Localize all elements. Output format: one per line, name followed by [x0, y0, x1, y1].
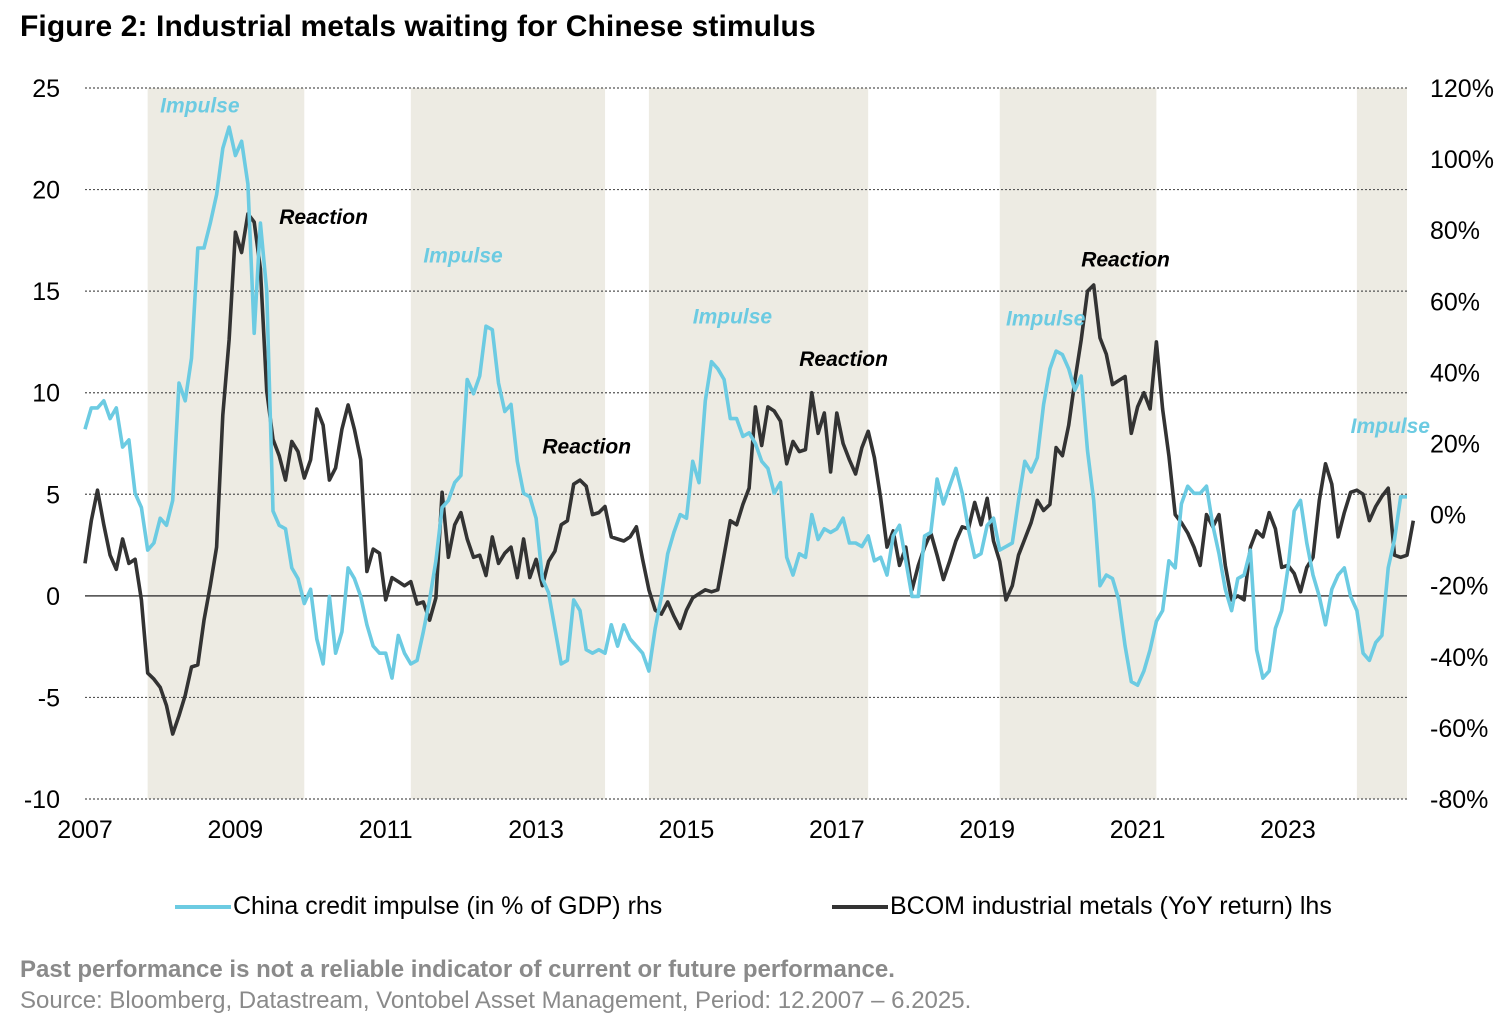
right-tick-label: 80% — [1430, 217, 1480, 245]
x-tick-label: 2017 — [809, 816, 865, 844]
left-tick-label: 15 — [32, 278, 60, 306]
x-axis-ticks: 2007 2009 2011 2013 2015 2017 2019 2021 2023 — [57, 816, 1316, 844]
shaded-period — [999, 88, 1157, 799]
impulse-annotation: Impulse — [423, 245, 503, 268]
bcom-line — [83, 212, 1416, 736]
legend-swatch-bcom — [832, 904, 888, 909]
left-tick-label: -10 — [24, 786, 60, 814]
x-tick-label: 2015 — [659, 816, 715, 844]
right-tick-label: -80% — [1430, 786, 1488, 814]
left-axis-ticks: 25 20 15 10 5 0 -5 -10 — [24, 75, 60, 814]
x-tick-label: 2011 — [359, 816, 413, 844]
x-tick-label: 2023 — [1260, 816, 1316, 844]
reaction-annotation: Reaction — [1081, 249, 1170, 272]
impulse-annotation: Impulse — [160, 94, 240, 117]
series-lines — [83, 125, 1416, 736]
disclaimer: Past performance is not a reliable indic… — [20, 956, 895, 983]
left-tick-label: 5 — [46, 481, 60, 509]
x-tick-label: 2009 — [208, 816, 264, 844]
x-tick-label: 2021 — [1110, 816, 1166, 844]
impulse-annotation: Impulse — [693, 306, 773, 329]
left-tick-label: -5 — [38, 684, 60, 712]
reaction-annotation: Reaction — [542, 436, 631, 459]
legend-item-bcom: BCOM industrial metals (YoY return) lhs — [832, 892, 1332, 921]
right-tick-label: -60% — [1430, 715, 1488, 743]
shaded-period — [410, 88, 606, 799]
legend-swatch-credit-impulse — [175, 904, 231, 909]
right-tick-label: 100% — [1430, 146, 1494, 174]
left-tick-label: 10 — [32, 380, 60, 408]
figure-title: Figure 2: Industrial metals waiting for … — [20, 10, 816, 43]
left-tick-label: 20 — [32, 177, 60, 205]
right-tick-label: -20% — [1430, 573, 1488, 601]
right-tick-label: 120% — [1430, 75, 1494, 103]
legend-item-credit-impulse: China credit impulse (in % of GDP) rhs — [175, 892, 662, 921]
annotations: Impulse Reaction Impulse Reaction Impulse Rea… — [160, 94, 1430, 458]
left-tick-label: 0 — [46, 583, 60, 611]
x-tick-label: 2013 — [508, 816, 564, 844]
shaded-period — [147, 88, 305, 799]
right-tick-label: -40% — [1430, 644, 1488, 672]
legend-label: China credit impulse (in % of GDP) rhs — [233, 892, 663, 920]
left-tick-label: 25 — [32, 75, 60, 103]
right-tick-label: 60% — [1430, 288, 1480, 316]
right-tick-label: 40% — [1430, 359, 1480, 387]
shaded-period — [1356, 88, 1407, 799]
right-axis-ticks: 120% 100% 80% 60% 40% 20% 0% -20% -40% -60% -80% — [1430, 75, 1494, 814]
legend-label: BCOM industrial metals (YoY return) lhs — [890, 892, 1332, 920]
reaction-annotation: Reaction — [799, 348, 888, 371]
right-tick-label: 0% — [1430, 502, 1466, 530]
impulse-annotation: Impulse — [1006, 308, 1086, 331]
source-note: Source: Bloomberg, Datastream, Vontobel … — [20, 987, 972, 1014]
right-tick-label: 20% — [1430, 431, 1480, 459]
reaction-annotation: Reaction — [279, 206, 368, 229]
impulse-annotation: Impulse — [1351, 415, 1431, 438]
shaded-period — [648, 88, 869, 799]
x-tick-label: 2019 — [959, 816, 1015, 844]
x-tick-label: 2007 — [57, 816, 113, 844]
credit-impulse-line — [83, 125, 1407, 688]
shaded-periods — [147, 88, 1407, 799]
